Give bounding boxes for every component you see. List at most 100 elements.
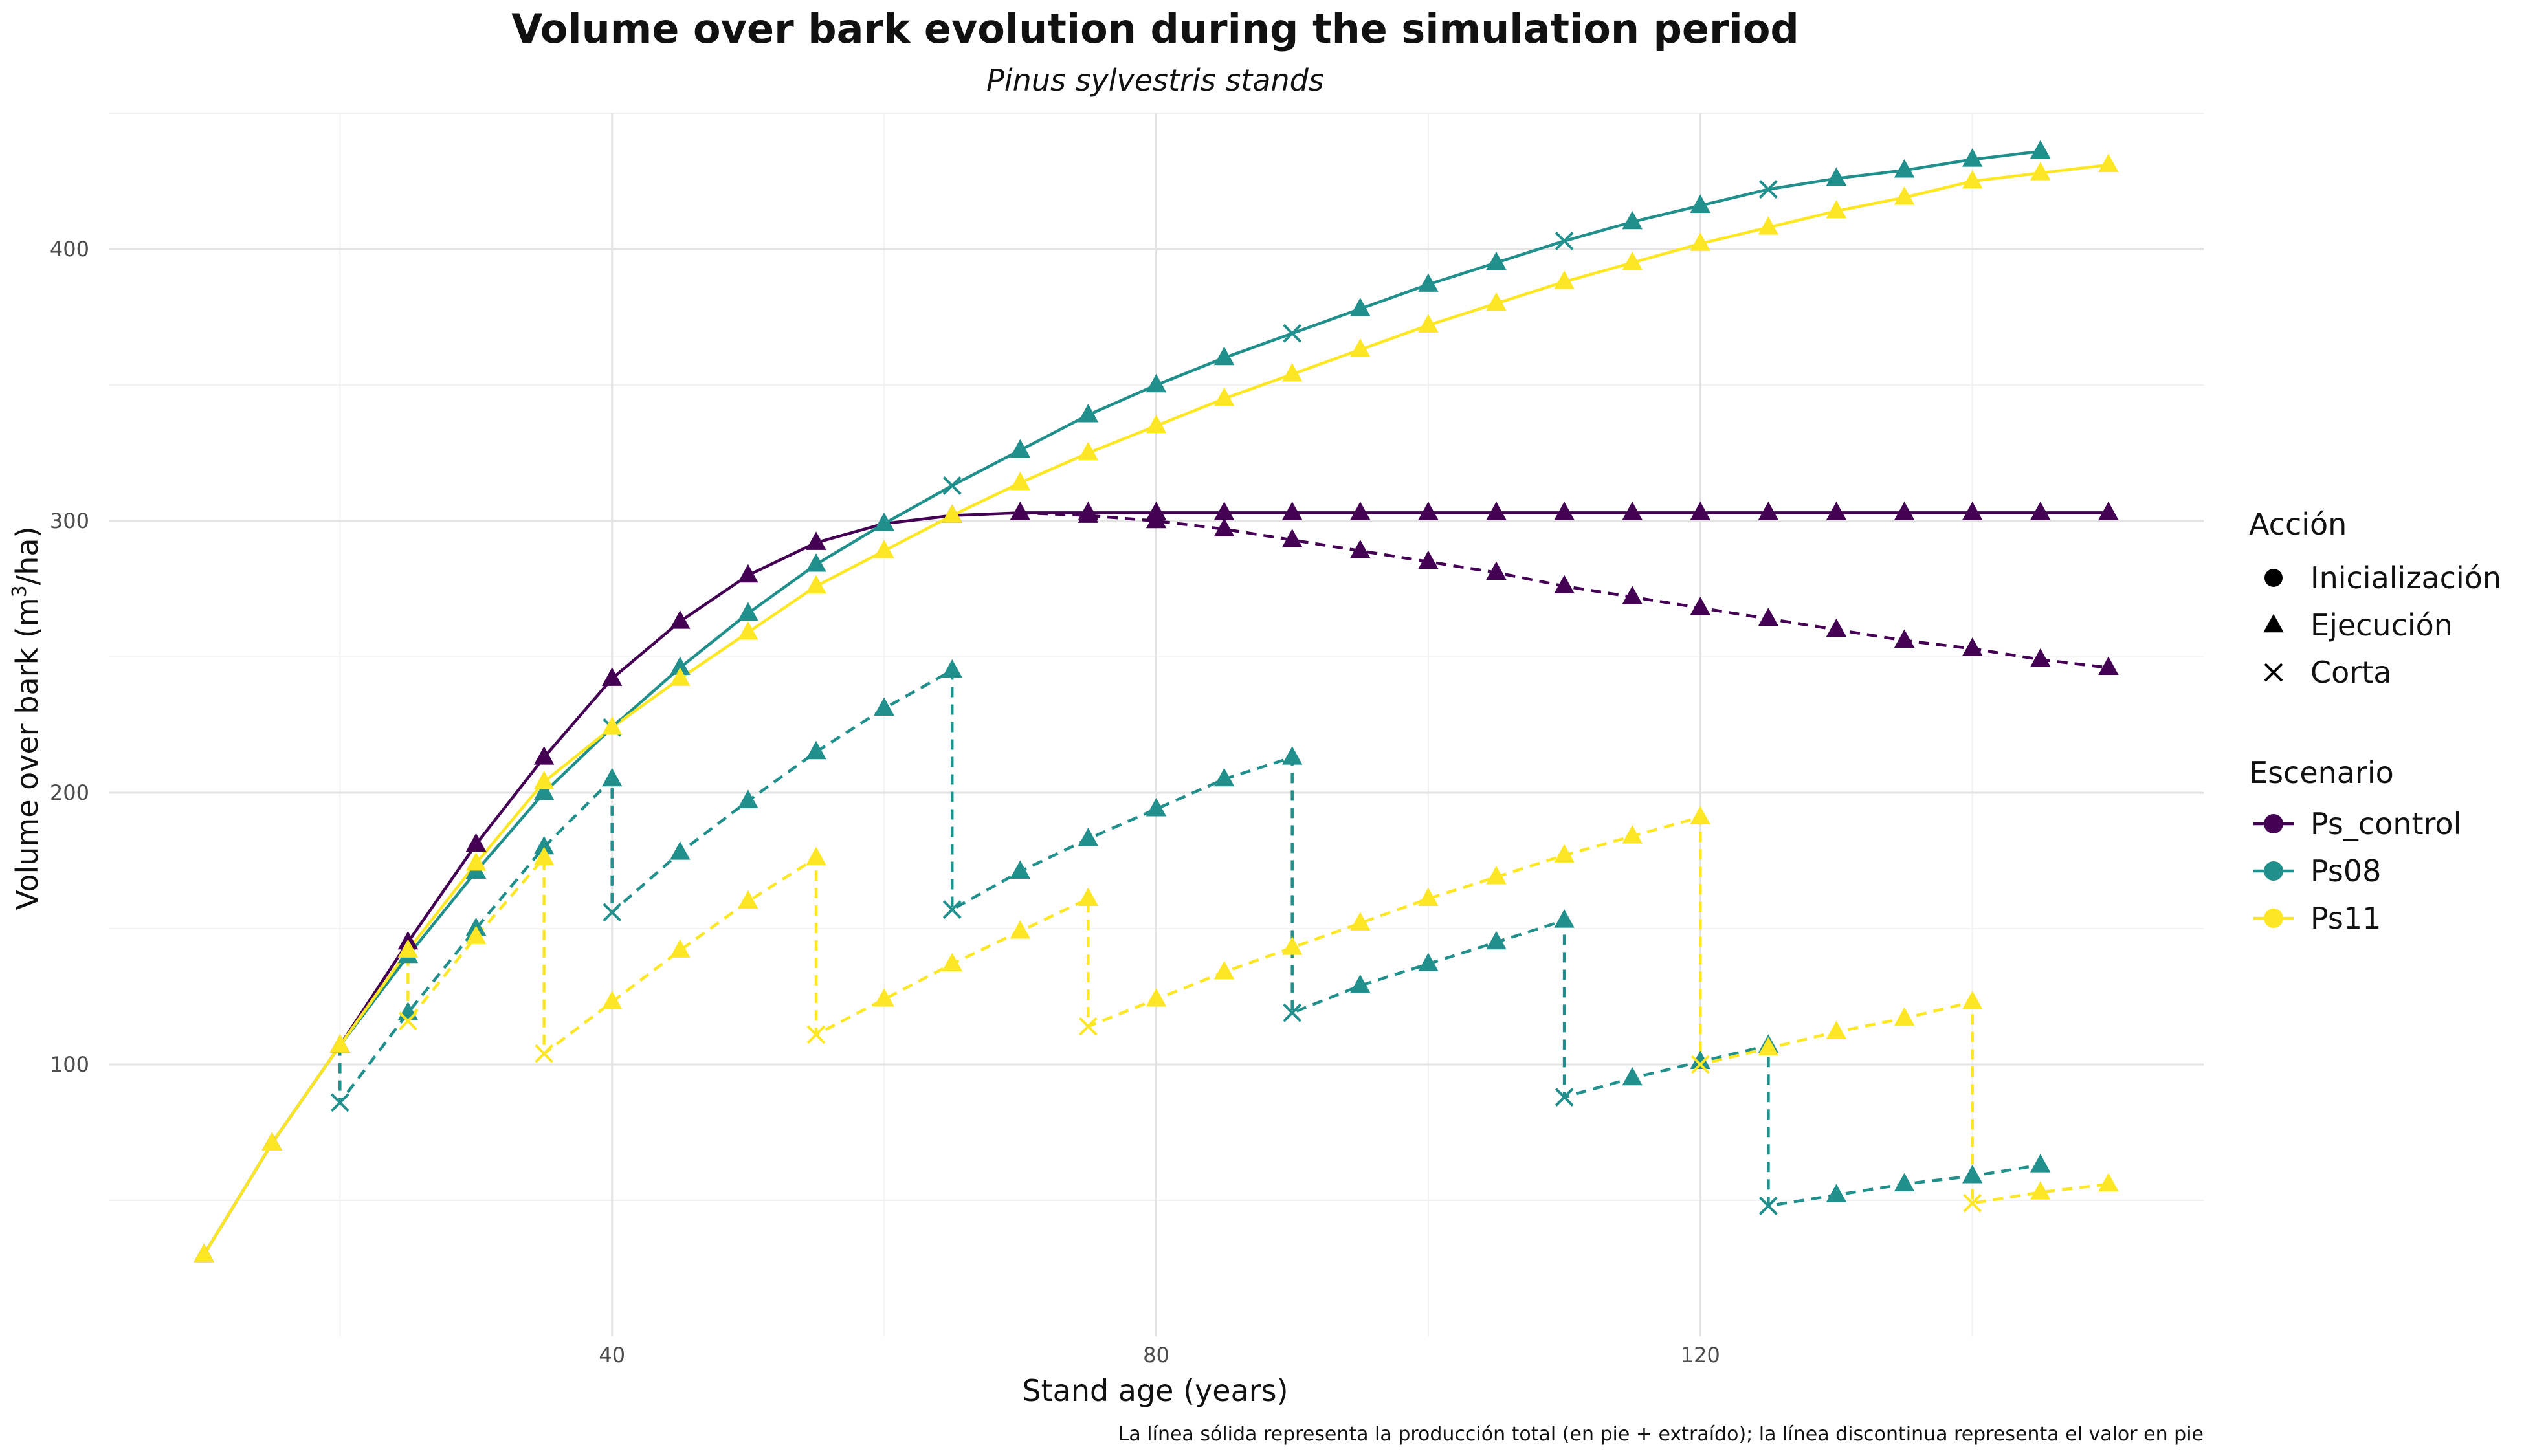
data-point — [533, 746, 555, 765]
y-axis-title-sup: 3 — [8, 585, 31, 597]
data-point — [399, 1011, 417, 1031]
data-point — [2030, 648, 2051, 667]
data-point — [1962, 170, 1983, 189]
data-point — [1418, 550, 1439, 569]
data-point — [1758, 1196, 1778, 1215]
data-point — [1418, 314, 1439, 333]
data-point — [1418, 502, 1439, 520]
legend-shape-cross — [2264, 663, 2283, 682]
legend-color-label: Ps08 — [2310, 854, 2381, 888]
series-points — [194, 140, 2119, 1263]
data-point — [1622, 1066, 1643, 1086]
data-point — [806, 553, 826, 572]
data-point — [1962, 1164, 1983, 1184]
data-point — [1213, 960, 1235, 980]
data-point — [1894, 1007, 1915, 1026]
data-point — [1418, 273, 1439, 292]
x-tick-label: 120 — [1681, 1343, 1720, 1367]
data-point — [2098, 1173, 2119, 1192]
data-point — [1826, 199, 1847, 219]
data-point — [1418, 953, 1439, 971]
data-point — [1010, 502, 1031, 520]
data-point — [1554, 909, 1575, 928]
data-point — [1826, 1184, 1847, 1202]
data-point — [2030, 502, 2051, 520]
data-point — [533, 835, 555, 855]
data-point — [601, 767, 623, 787]
data-point — [1690, 1055, 1710, 1074]
x-tick-label: 40 — [599, 1343, 625, 1367]
data-point — [1758, 1037, 1779, 1056]
data-point — [465, 925, 487, 944]
data-point — [2098, 656, 2119, 676]
data-point — [1146, 509, 1167, 529]
data-point — [1622, 251, 1643, 270]
legend-color-dot — [2264, 814, 2283, 833]
data-point — [601, 716, 623, 735]
data-point — [670, 610, 691, 629]
data-point — [874, 512, 894, 531]
data-point — [738, 890, 758, 909]
data-point — [1486, 865, 1507, 885]
data-point — [1078, 504, 1099, 523]
data-point — [261, 1132, 282, 1151]
data-point — [942, 476, 962, 495]
y-axis-title-prefix: Volume over bark (m — [10, 597, 45, 910]
total-line-ps08 — [203, 149, 2041, 1256]
data-point — [1554, 502, 1575, 520]
data-point — [1146, 797, 1167, 817]
data-point — [1281, 746, 1303, 765]
data-point — [1281, 936, 1303, 955]
data-point — [194, 1243, 214, 1263]
data-point — [397, 939, 419, 958]
y-tick-label: 400 — [50, 237, 89, 261]
data-point — [806, 575, 826, 594]
data-point — [1758, 607, 1779, 626]
data-point — [1894, 1173, 1915, 1192]
data-point — [1962, 991, 1983, 1009]
data-point — [1758, 216, 1779, 235]
data-point — [603, 903, 622, 922]
data-point — [1418, 887, 1439, 907]
data-point — [1758, 502, 1779, 520]
data-point — [1826, 618, 1847, 637]
data-point — [1826, 502, 1847, 520]
data-point — [1622, 586, 1643, 604]
data-point — [535, 1044, 554, 1063]
data-point — [1758, 180, 1778, 199]
data-point — [601, 667, 623, 686]
data-point — [1962, 148, 1983, 167]
data-point — [1078, 441, 1099, 461]
data-point — [1622, 502, 1643, 520]
data-point — [1213, 518, 1235, 536]
data-point — [1146, 987, 1167, 1007]
chart-title: Volume over bark evolution during the si… — [511, 5, 1799, 52]
data-point — [806, 846, 826, 866]
data-point — [874, 697, 894, 716]
y-axis-title-suffix: /ha) — [10, 526, 45, 585]
data-point — [1350, 539, 1371, 558]
legend-color-label: Ps_control — [2310, 806, 2461, 841]
legend-shape-title: Acción — [2249, 507, 2347, 542]
data-point — [1146, 373, 1167, 393]
data-point — [465, 852, 487, 871]
legend-color-items: Ps_control Ps08 Ps11 — [2253, 806, 2461, 936]
data-point — [1690, 194, 1711, 214]
data-point — [942, 659, 962, 678]
data-point — [738, 789, 758, 808]
x-axis-title: Stand age (years) — [1022, 1373, 1288, 1408]
data-point — [1078, 1017, 1098, 1036]
legend-shape-circle — [2264, 569, 2283, 587]
data-point — [738, 621, 758, 640]
data-point — [1690, 232, 1711, 251]
data-point — [670, 667, 691, 686]
data-point — [465, 833, 487, 852]
legend-color-dot — [2264, 909, 2283, 928]
y-tick-label: 100 — [50, 1052, 89, 1077]
legend-color-dot — [2264, 861, 2283, 881]
data-point — [1486, 251, 1507, 270]
legend-color-title: Escenario — [2249, 755, 2394, 790]
data-point — [806, 1025, 826, 1044]
data-point — [874, 987, 894, 1007]
y-axis-title: Volume over bark (m3/ha) — [8, 526, 45, 910]
